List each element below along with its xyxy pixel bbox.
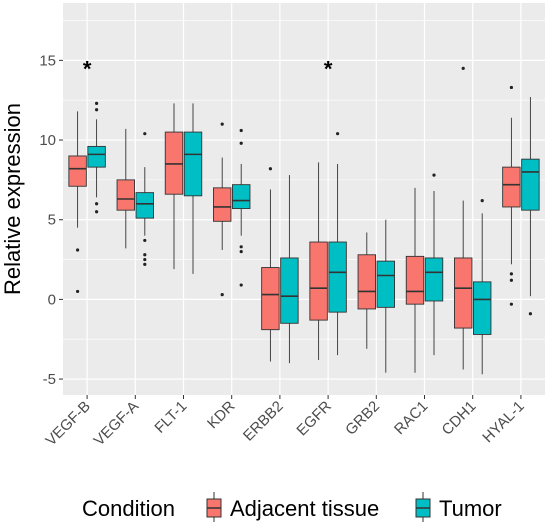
box-tumor-hyal-1 — [521, 97, 540, 316]
outlier-point — [143, 253, 147, 257]
grid-major — [63, 3, 545, 395]
box-adjacent-tissue-egfr — [309, 162, 328, 360]
box-body — [521, 158, 540, 211]
significance-vegf-b: * — [83, 56, 92, 81]
y-tick-label: -5 — [43, 371, 56, 388]
x-tick-label-egfr: EGFR — [293, 398, 335, 440]
box-adjacent-tissue-cdh1 — [454, 66, 473, 370]
legend-key-tumor — [415, 492, 431, 522]
box-body — [261, 267, 280, 331]
box-body — [183, 131, 203, 197]
outlier-point — [268, 167, 272, 171]
outlier-point — [95, 108, 99, 112]
legend-entry-adjacent-tissue: Adjacent tissue — [230, 496, 379, 521]
box-tumor-kdr — [231, 128, 251, 287]
x-tick-label-vegf-a: VEGF-A — [91, 398, 143, 450]
x-tick-label-vegf-b: VEGF-B — [42, 398, 94, 450]
outlier-point — [239, 128, 243, 133]
outlier-point — [95, 210, 99, 214]
outlier-point — [528, 312, 533, 316]
box-body — [376, 260, 395, 308]
outlier-point — [95, 101, 99, 105]
y-tick-label: 0 — [48, 291, 56, 308]
box-tumor-cdh1 — [473, 198, 492, 375]
significance-egfr: * — [324, 56, 333, 81]
box-body — [68, 155, 87, 187]
outlier-point — [220, 293, 224, 297]
outlier-point — [461, 66, 465, 70]
outlier-point — [95, 202, 99, 206]
box-body — [231, 184, 251, 210]
box-adjacent-tissue-vegf-b — [68, 111, 87, 294]
outlier-point — [239, 245, 243, 249]
outlier-point — [509, 302, 513, 306]
box-tumor-vegf-a — [135, 132, 155, 266]
outlier-point — [76, 289, 80, 294]
box-adjacent-tissue-hyal-1 — [502, 85, 521, 306]
box-body — [502, 166, 521, 208]
legend-key-adjacent-tissue — [206, 492, 222, 522]
box-body — [212, 187, 232, 222]
outlier-point — [239, 283, 243, 287]
x-tick-label-kdr: KDR — [204, 398, 239, 433]
outlier-point — [239, 141, 243, 145]
box-body — [454, 257, 473, 329]
box-body — [424, 257, 444, 302]
boxes-layer — [68, 66, 540, 375]
box-body — [87, 145, 106, 168]
box-body — [328, 241, 347, 313]
box-body — [473, 281, 492, 335]
box-body — [405, 255, 425, 305]
box-tumor-grb2 — [376, 219, 395, 373]
x-tick-label-cdh1: CDH1 — [439, 398, 480, 439]
box-tumor-rac1 — [424, 173, 444, 356]
x-tick-label-grb2: GRB2 — [342, 398, 383, 439]
outlier-point — [220, 122, 224, 126]
y-axis-title: Relative expression — [0, 103, 25, 295]
outlier-point — [143, 262, 147, 266]
outlier-point — [509, 278, 513, 282]
legend-title: Condition — [82, 496, 175, 521]
outlier-point — [480, 198, 484, 203]
box-body — [309, 241, 328, 321]
x-tick-label-flt-1: FLT-1 — [151, 398, 190, 437]
y-tick-label: 5 — [48, 212, 56, 229]
x-tick-label-hyal-1: HYAL-1 — [479, 398, 527, 446]
box-body — [357, 254, 376, 310]
box-tumor-vegf-b — [87, 101, 106, 214]
outlier-point — [336, 132, 340, 136]
box-adjacent-tissue-kdr — [212, 122, 232, 297]
box-tumor-erbb2 — [280, 175, 299, 364]
outlier-point — [76, 248, 80, 252]
outlier-point — [509, 272, 513, 276]
box-adjacent-tissue-erbb2 — [261, 167, 280, 362]
legend-entry-tumor: Tumor — [439, 496, 502, 521]
box-adjacent-tissue-rac1 — [405, 187, 425, 373]
outlier-point — [432, 173, 436, 177]
outlier-point — [509, 85, 513, 90]
legend: Condition Adjacent tissue Tumor — [82, 492, 502, 522]
box-body — [280, 257, 299, 324]
box-adjacent-tissue-vegf-a — [116, 128, 136, 249]
box-adjacent-tissue-grb2 — [357, 232, 376, 349]
y-axis: -5 0 5 10 15 — [39, 52, 63, 388]
outlier-point — [143, 257, 147, 262]
box-body — [135, 192, 155, 219]
outlier-point — [239, 249, 243, 254]
box-adjacent-tissue-flt-1 — [164, 103, 184, 270]
y-tick-label: 10 — [39, 132, 56, 149]
box-body — [116, 179, 136, 211]
y-tick-label: 15 — [39, 52, 56, 69]
x-tick-label-erbb2: ERBB2 — [240, 398, 287, 445]
significance-layer: * * — [83, 56, 333, 81]
box-tumor-egfr — [328, 132, 347, 356]
x-tick-label-rac1: RAC1 — [391, 398, 431, 438]
outlier-point — [143, 238, 147, 243]
box-tumor-flt-1 — [183, 103, 203, 274]
outlier-point — [143, 132, 147, 136]
